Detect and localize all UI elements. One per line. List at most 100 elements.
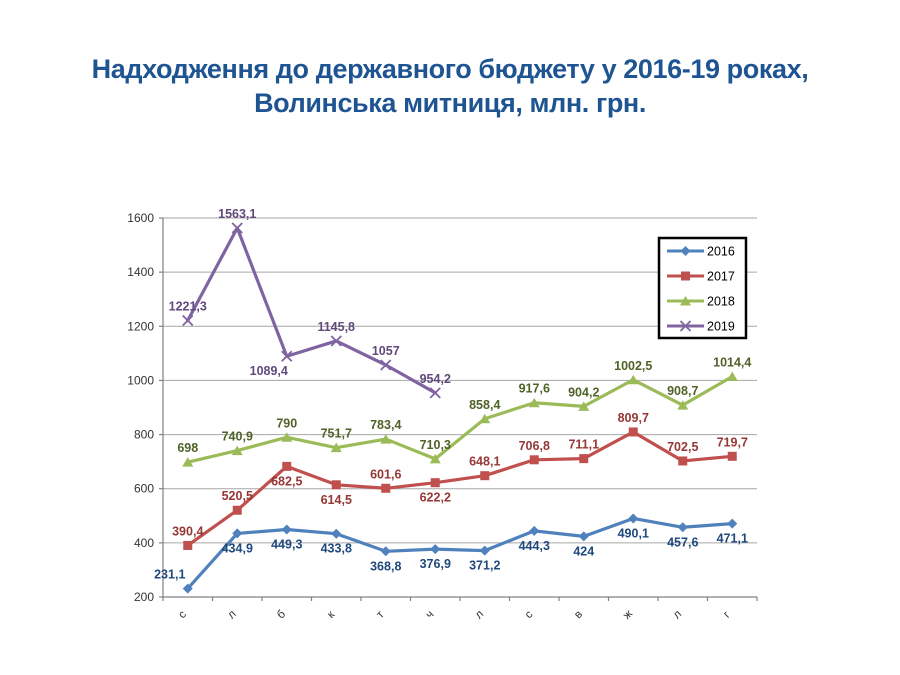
triangle-marker-icon bbox=[578, 401, 590, 411]
y-tick-label: 1000 bbox=[127, 373, 154, 387]
data-label: 698 bbox=[177, 441, 198, 455]
x-tick-label: ж bbox=[621, 608, 635, 622]
data-label: 622,2 bbox=[420, 491, 451, 505]
square-marker-icon bbox=[681, 271, 690, 281]
diamond-marker-icon bbox=[430, 544, 441, 555]
x-tick-label: с bbox=[523, 608, 536, 621]
x-marker-icon bbox=[231, 222, 243, 234]
data-label: 790 bbox=[276, 416, 297, 430]
y-axis: 200 400 600 800 1000 1200 1400 1600 bbox=[127, 211, 164, 604]
square-marker-icon bbox=[628, 427, 638, 437]
x-tick-label: с bbox=[176, 608, 189, 621]
diamond-marker-icon bbox=[380, 546, 391, 557]
diamond-marker-icon bbox=[680, 246, 691, 256]
diamond-marker-icon bbox=[331, 528, 342, 539]
data-label: 1089,4 bbox=[250, 364, 288, 378]
x-marker-icon bbox=[429, 387, 441, 399]
legend-label: 2016 bbox=[707, 245, 735, 259]
triangle-marker-icon bbox=[627, 374, 639, 385]
square-marker-icon bbox=[381, 483, 391, 493]
square-marker-icon bbox=[480, 471, 490, 481]
diamond-marker-icon bbox=[182, 583, 193, 594]
data-label: 490,1 bbox=[618, 526, 649, 540]
data-label: 751,7 bbox=[321, 427, 352, 441]
square-marker-icon bbox=[727, 451, 737, 461]
y-tick-label: 1400 bbox=[127, 265, 154, 279]
data-label: 601,6 bbox=[370, 467, 401, 481]
triangle-marker-icon bbox=[726, 371, 738, 382]
triangle-marker-icon bbox=[429, 453, 441, 464]
data-label: 444,3 bbox=[519, 539, 550, 553]
square-marker-icon bbox=[282, 461, 292, 471]
data-label: 433,8 bbox=[321, 542, 352, 556]
y-tick-label: 1200 bbox=[127, 319, 154, 333]
triangle-marker-icon bbox=[528, 397, 540, 408]
square-marker-icon bbox=[529, 455, 539, 465]
x-marker-icon bbox=[380, 359, 392, 371]
data-label: 231,1 bbox=[154, 568, 185, 582]
data-label: 710,3 bbox=[420, 438, 451, 452]
series-2016: 231,1 434,9 449,3 433,8 368,8 376,9 371,2 444,3… bbox=[154, 513, 748, 594]
triangle-marker-icon bbox=[677, 400, 689, 410]
chart-title: Надходження до державного бюджету у 2016… bbox=[0, 52, 900, 120]
data-label: 1563,1 bbox=[218, 207, 256, 221]
triangle-marker-icon bbox=[479, 413, 491, 424]
x-marker-icon bbox=[182, 314, 194, 327]
series-2018: 698 740,9 790 751,7 783,4 710,3 858,4 917,6 904,… bbox=[177, 356, 751, 467]
data-label: 702,5 bbox=[667, 440, 698, 454]
data-label: 1057 bbox=[372, 344, 400, 358]
x-tick-label: в bbox=[572, 608, 585, 621]
data-label: 434,9 bbox=[222, 541, 253, 555]
x-tick-label: ч bbox=[424, 609, 437, 622]
data-label: 711,1 bbox=[568, 438, 599, 452]
legend-label: 2019 bbox=[707, 320, 735, 334]
y-tick-label: 800 bbox=[134, 428, 154, 442]
diamond-marker-icon bbox=[281, 524, 292, 535]
triangle-marker-icon bbox=[281, 432, 293, 442]
title-line-1: Надходження до державного бюджету у 2016… bbox=[91, 54, 809, 84]
triangle-marker-icon bbox=[182, 457, 194, 467]
data-label: 706,8 bbox=[519, 439, 550, 453]
legend-label: 2018 bbox=[707, 295, 735, 309]
triangle-marker-icon bbox=[231, 445, 243, 456]
data-label: 368,8 bbox=[370, 559, 401, 573]
x-tick-label: л bbox=[671, 608, 684, 621]
diamond-marker-icon bbox=[727, 518, 738, 529]
legend-label: 2017 bbox=[707, 270, 735, 284]
square-marker-icon bbox=[232, 505, 242, 515]
data-label: 520,5 bbox=[222, 489, 253, 503]
y-tick-label: 600 bbox=[134, 482, 154, 496]
diamond-marker-icon bbox=[578, 531, 589, 542]
square-marker-icon bbox=[678, 456, 688, 466]
x-tick-label: б bbox=[275, 608, 288, 621]
series-2017: 390,4 520,5 682,5 614,5 601,6 622,2 648,1 706,8… bbox=[172, 411, 748, 550]
triangle-marker-icon bbox=[330, 442, 342, 453]
data-label: 614,5 bbox=[321, 493, 352, 507]
data-label: 390,4 bbox=[172, 524, 203, 538]
square-marker-icon bbox=[331, 480, 341, 490]
diamond-marker-icon bbox=[677, 522, 688, 533]
y-tick-label: 200 bbox=[134, 590, 154, 604]
data-label: 783,4 bbox=[370, 418, 401, 432]
triangle-marker-icon bbox=[380, 434, 392, 444]
diamond-marker-icon bbox=[529, 525, 540, 536]
data-label: 809,7 bbox=[618, 411, 649, 425]
y-tick-label: 1600 bbox=[127, 211, 154, 225]
data-label: 449,3 bbox=[271, 538, 302, 552]
triangle-marker-icon bbox=[680, 296, 691, 306]
data-label: 471,1 bbox=[717, 532, 748, 546]
data-label: 682,5 bbox=[271, 474, 302, 488]
data-label: 740,9 bbox=[222, 430, 253, 444]
data-label: 1145,8 bbox=[317, 320, 355, 334]
x-tick-label: т bbox=[375, 608, 388, 621]
series-2019: 1221,3 1563,1 1089,4 1145,8 1057 954,2 bbox=[169, 207, 451, 399]
x-tick-label: л bbox=[226, 608, 239, 621]
diamond-marker-icon bbox=[479, 545, 490, 556]
title-line-2: Волинська митниця, млн. грн. bbox=[254, 88, 646, 118]
data-label: 908,7 bbox=[667, 384, 698, 398]
data-label: 648,1 bbox=[469, 455, 500, 469]
diamond-marker-icon bbox=[232, 528, 243, 539]
